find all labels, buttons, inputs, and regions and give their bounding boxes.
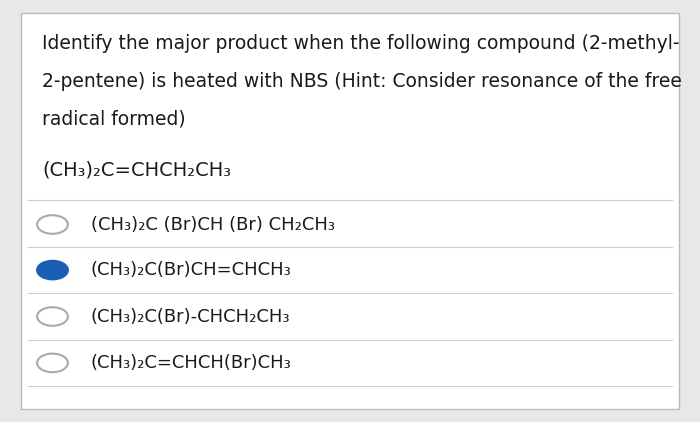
Text: Identify the major product when the following compound (2-methyl-: Identify the major product when the foll… (42, 34, 680, 53)
Text: (CH₃)₂C=CHCH(Br)CH₃: (CH₃)₂C=CHCH(Br)CH₃ (91, 354, 292, 372)
Circle shape (37, 261, 68, 279)
Text: radical formed): radical formed) (42, 110, 186, 129)
Text: (CH₃)₂C (Br)CH (Br) CH₂CH₃: (CH₃)₂C (Br)CH (Br) CH₂CH₃ (91, 216, 335, 233)
Text: (CH₃)₂C=CHCH₂CH₃: (CH₃)₂C=CHCH₂CH₃ (42, 160, 231, 179)
Text: (CH₃)₂C(Br)CH=CHCH₃: (CH₃)₂C(Br)CH=CHCH₃ (91, 261, 292, 279)
Text: 2-pentene) is heated with NBS (Hint: Consider resonance of the free: 2-pentene) is heated with NBS (Hint: Con… (42, 72, 682, 91)
FancyBboxPatch shape (21, 13, 679, 409)
Text: (CH₃)₂C(Br)-CHCH₂CH₃: (CH₃)₂C(Br)-CHCH₂CH₃ (91, 308, 290, 325)
